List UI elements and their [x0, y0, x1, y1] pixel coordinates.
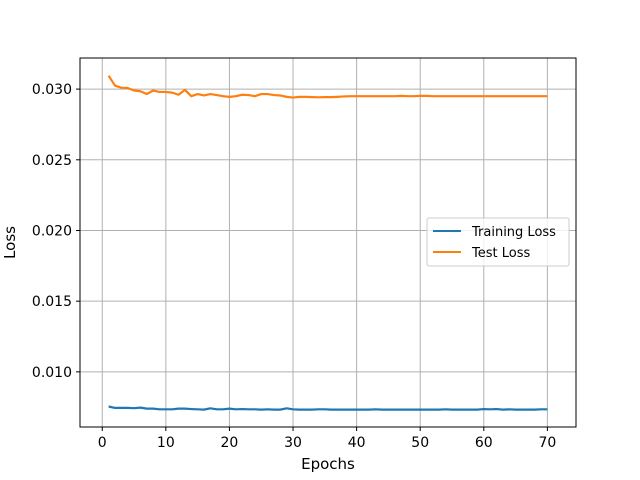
- x-tick-label: 0: [98, 435, 107, 451]
- x-tick-label: 10: [157, 435, 175, 451]
- x-tick-label: 30: [284, 435, 302, 451]
- training-loss-line: [108, 405, 548, 411]
- y-tick-label: 0.025: [32, 153, 72, 169]
- legend-label-test-loss: Test Loss: [471, 246, 530, 261]
- plot-frame: [79, 57, 577, 428]
- legend-label-training-loss: Training Loss: [471, 225, 556, 240]
- grid: [80, 58, 576, 427]
- series-lines: [107, 75, 548, 411]
- x-tick-label: 50: [411, 435, 429, 451]
- legend-box: [426, 217, 570, 267]
- legend: Training Loss Test Loss: [426, 217, 570, 267]
- y-axis-label: Loss: [1, 226, 19, 259]
- y-tick-label: 0.015: [32, 294, 72, 310]
- test-loss-line: [107, 75, 548, 99]
- y-tick-label: 0.030: [32, 82, 72, 98]
- x-tick-label: 20: [221, 435, 239, 451]
- x-axis-label: Epochs: [301, 455, 355, 473]
- y-tick-label: 0.010: [32, 365, 72, 381]
- axis-ticks: 0 10 20 30 40 50 60 70 0.010 0.015 0.020 0.025 0.030: [32, 82, 556, 451]
- y-tick-label: 0.020: [32, 223, 72, 239]
- x-tick-label: 60: [475, 435, 493, 451]
- x-tick-label: 40: [348, 435, 366, 451]
- x-tick-label: 70: [538, 435, 556, 451]
